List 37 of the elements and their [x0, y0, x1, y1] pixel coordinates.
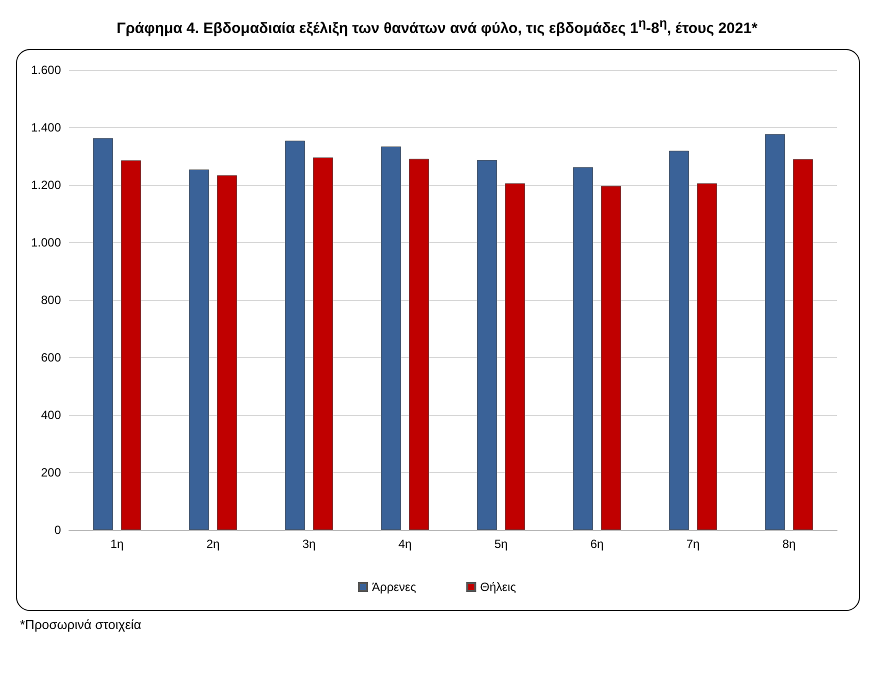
bar: [477, 160, 497, 530]
y-tick-label: 1.400: [30, 120, 62, 134]
bar: [765, 134, 785, 530]
x-tick-label: 3η: [302, 537, 316, 551]
bar: [381, 146, 401, 530]
bar: [409, 158, 429, 530]
bar: [285, 140, 305, 530]
bar: [793, 159, 813, 530]
y-tick-label: 200: [40, 466, 62, 480]
y-tick-label: 1.200: [30, 178, 62, 192]
chart-title: Γράφημα 4. Εβδομαδιαία εξέλιξη των θανάτων ανά φύλο, τις εβδομάδες 1$^{η}$-8$^{η}$, έτους 2021*: [116, 16, 758, 37]
bar: [121, 160, 141, 530]
x-tick-label: 2η: [206, 537, 220, 551]
bar: [697, 183, 717, 530]
bar: [217, 175, 237, 530]
text: *Προσωρινά στοιχεία: [20, 617, 142, 632]
y-tick-label: 0: [54, 523, 62, 537]
x-tick-label: 5η: [494, 537, 508, 551]
bar: [601, 186, 621, 530]
bar: [189, 169, 209, 530]
legend-label: Θήλεις: [480, 580, 516, 594]
bar: [93, 138, 113, 530]
x-tick-label: 4η: [398, 537, 412, 551]
x-tick-label: 6η: [590, 537, 604, 551]
legend-label: Άρρενες: [372, 580, 416, 594]
y-tick-label: 600: [40, 350, 62, 364]
y-tick-label: 400: [40, 408, 62, 422]
bar: [313, 157, 333, 530]
bar: [505, 183, 525, 530]
x-tick-label: 8η: [782, 537, 796, 551]
x-tick-label: 1η: [110, 537, 124, 551]
y-tick-label: 1.600: [30, 63, 62, 77]
y-tick-label: 800: [40, 293, 62, 307]
bar: [669, 150, 689, 530]
bar: [573, 167, 593, 530]
x-tick-label: 7η: [686, 537, 700, 551]
y-tick-label: 1.000: [30, 236, 62, 250]
